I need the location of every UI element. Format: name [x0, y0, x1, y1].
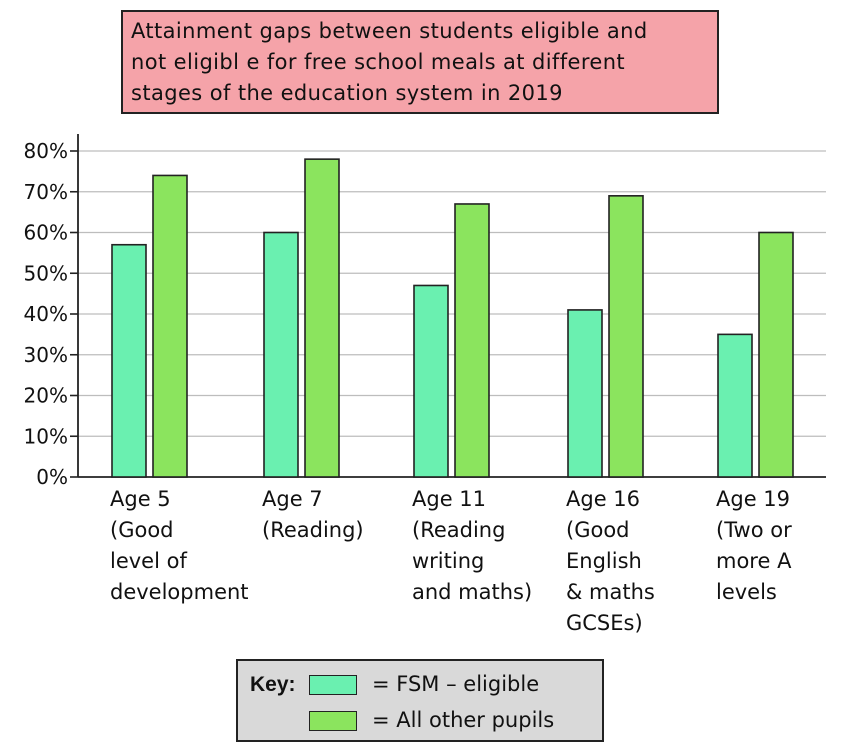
x-category-label-line: levels: [716, 580, 777, 604]
bar-other-3: [608, 195, 644, 478]
chart-title-line-1: Attainment gaps between students eligibl…: [131, 19, 648, 43]
legend-title: Key:: [250, 673, 296, 696]
legend-swatch-other: [309, 711, 357, 731]
y-tick-label: 60%: [24, 221, 68, 245]
x-category-label: Age 16 (Good English & maths GCSEs): [566, 487, 655, 635]
x-category-label-line: and maths): [412, 580, 532, 604]
bar-other-4: [758, 231, 794, 478]
legend-label-other: = All other pupils: [372, 708, 555, 732]
x-category-label: Age 7 (Reading): [262, 487, 364, 542]
x-category-label-line: writing: [412, 549, 484, 573]
bar-fsm-4: [717, 333, 753, 478]
x-category-label-line: more A: [716, 549, 792, 573]
x-category-label-line: GCSEs): [566, 611, 643, 635]
bar-fsm-2: [413, 284, 449, 478]
y-tick-label: 40%: [24, 302, 68, 326]
x-category-label: Age 19 (Two or more A levels: [716, 487, 792, 604]
x-category-label-line: Age 5: [110, 487, 171, 511]
x-category-label: Age 11 (Reading writing and maths): [412, 487, 532, 604]
x-category-label: Age 5 (Good level of development: [110, 487, 249, 604]
x-category-label-line: Age 11: [412, 487, 486, 511]
legend-box: Key: = FSM – eligible = All other pupils: [236, 659, 604, 742]
x-category-label-line: English: [566, 549, 642, 573]
bar-chart: 0% 10% 20% 30% 40% 50% 60% 70% 80% Age 5 (Good leve…: [24, 134, 826, 635]
chart-title-line-3: stages of the education system in 2019: [131, 81, 563, 105]
y-tick-label: 20%: [24, 384, 68, 408]
y-tick-label: 50%: [24, 261, 68, 285]
x-category-label-line: level of: [110, 549, 187, 573]
bar-other-0: [152, 174, 188, 478]
x-category-label-line: Age 16: [566, 487, 640, 511]
bar-other-1: [304, 158, 340, 478]
x-category-label-line: (Reading: [412, 518, 505, 542]
legend-label-fsm: = FSM – eligible: [372, 672, 540, 696]
chart-title-box: Attainment gaps between students eligibl…: [121, 10, 719, 114]
bar-fsm-1: [263, 231, 299, 478]
x-category-label-line: (Reading): [262, 518, 364, 542]
y-tick-label: 70%: [24, 180, 68, 204]
y-tick-label: 80%: [24, 139, 68, 163]
bar-fsm-3: [567, 309, 603, 478]
x-category-label-line: (Good: [566, 518, 630, 542]
x-category-label-line: Age 7: [262, 487, 323, 511]
x-category-label-line: development: [110, 580, 249, 604]
x-category-label-line: & maths: [566, 580, 655, 604]
x-category-label-line: (Good: [110, 518, 174, 542]
bar-other-2: [454, 203, 490, 478]
x-category-label-line: (Two or: [716, 518, 792, 542]
legend-swatch-fsm: [309, 675, 357, 695]
y-tick-label: 30%: [24, 343, 68, 367]
y-tick-label: 0%: [36, 465, 68, 489]
y-tick-label: 10%: [24, 424, 68, 448]
x-category-label-line: Age 19: [716, 487, 790, 511]
bar-fsm-0: [111, 243, 147, 478]
chart-title-line-2: not eligibl e for free school meals at d…: [131, 50, 626, 74]
